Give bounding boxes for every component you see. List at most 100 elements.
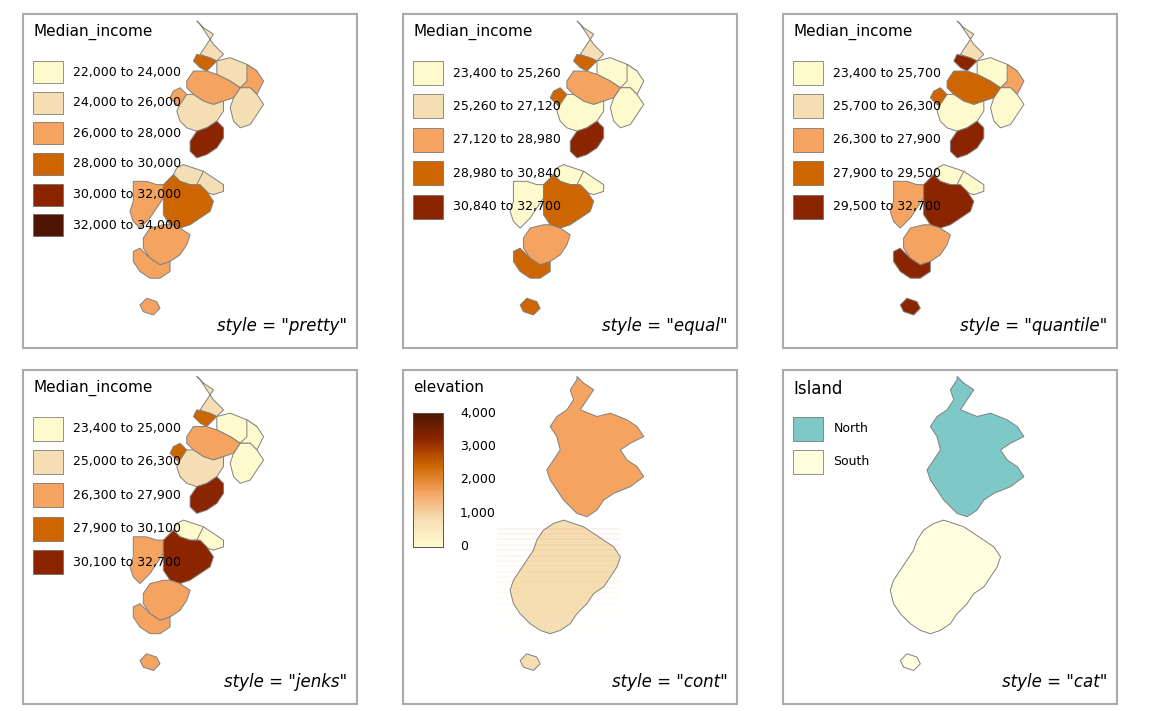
Bar bbox=[414, 482, 444, 484]
Bar bbox=[33, 61, 63, 83]
Bar bbox=[33, 450, 63, 474]
Text: style = "equal": style = "equal" bbox=[601, 317, 727, 335]
Bar bbox=[414, 462, 444, 464]
Bar bbox=[414, 458, 444, 460]
Polygon shape bbox=[197, 376, 223, 417]
Polygon shape bbox=[217, 58, 257, 87]
Polygon shape bbox=[890, 520, 1001, 634]
Bar bbox=[414, 507, 444, 509]
Bar bbox=[414, 413, 444, 415]
Bar bbox=[414, 422, 444, 424]
Text: South: South bbox=[833, 456, 870, 469]
Polygon shape bbox=[134, 248, 170, 278]
Bar bbox=[414, 525, 444, 527]
Polygon shape bbox=[143, 225, 190, 264]
Polygon shape bbox=[164, 530, 213, 584]
Polygon shape bbox=[190, 476, 223, 513]
Bar bbox=[414, 486, 444, 489]
Bar bbox=[414, 540, 444, 542]
Bar bbox=[33, 417, 63, 441]
Bar bbox=[33, 122, 63, 144]
Bar bbox=[414, 456, 444, 458]
Polygon shape bbox=[544, 175, 593, 228]
Polygon shape bbox=[954, 54, 977, 71]
Bar bbox=[414, 489, 444, 491]
Text: style = "pretty": style = "pretty" bbox=[217, 317, 347, 335]
Polygon shape bbox=[1001, 65, 1024, 95]
Polygon shape bbox=[520, 654, 540, 670]
Bar bbox=[794, 417, 824, 441]
Text: 25,260 to 27,120: 25,260 to 27,120 bbox=[453, 100, 561, 113]
Bar bbox=[414, 413, 444, 547]
Polygon shape bbox=[173, 164, 207, 185]
Bar bbox=[414, 545, 444, 547]
Bar bbox=[794, 161, 824, 186]
Polygon shape bbox=[217, 413, 257, 443]
Bar bbox=[414, 440, 444, 442]
Bar bbox=[414, 433, 444, 435]
Polygon shape bbox=[230, 87, 264, 128]
Bar bbox=[414, 542, 444, 545]
Polygon shape bbox=[241, 419, 264, 450]
Text: Median_income: Median_income bbox=[794, 24, 912, 41]
Bar bbox=[414, 511, 444, 513]
Bar bbox=[794, 195, 824, 219]
Text: 23,400 to 25,260: 23,400 to 25,260 bbox=[453, 67, 561, 80]
Text: 28,000 to 30,000: 28,000 to 30,000 bbox=[73, 157, 181, 171]
Bar bbox=[33, 550, 63, 574]
Bar bbox=[414, 460, 444, 462]
Polygon shape bbox=[143, 580, 190, 620]
Bar bbox=[33, 483, 63, 508]
Polygon shape bbox=[931, 87, 950, 111]
Polygon shape bbox=[176, 95, 223, 131]
Bar bbox=[414, 538, 444, 540]
Bar bbox=[414, 493, 444, 496]
Bar bbox=[414, 61, 444, 85]
Bar bbox=[414, 535, 444, 538]
Text: 2,000: 2,000 bbox=[460, 474, 495, 486]
Bar bbox=[794, 128, 824, 152]
Bar bbox=[414, 518, 444, 520]
Text: 22,000 to 24,000: 22,000 to 24,000 bbox=[73, 65, 181, 78]
Bar bbox=[414, 523, 444, 525]
Polygon shape bbox=[894, 248, 931, 278]
Polygon shape bbox=[937, 95, 984, 131]
Polygon shape bbox=[933, 164, 968, 185]
Text: 29,500 to 32,700: 29,500 to 32,700 bbox=[833, 201, 941, 213]
Bar bbox=[33, 214, 63, 236]
Polygon shape bbox=[950, 121, 984, 158]
Text: 25,000 to 26,300: 25,000 to 26,300 bbox=[73, 456, 181, 469]
Bar bbox=[414, 451, 444, 454]
Bar bbox=[414, 480, 444, 482]
Text: Median_income: Median_income bbox=[33, 380, 152, 396]
Text: North: North bbox=[833, 422, 869, 435]
Polygon shape bbox=[553, 164, 588, 185]
Polygon shape bbox=[170, 443, 190, 466]
Polygon shape bbox=[924, 175, 973, 228]
Text: 27,120 to 28,980: 27,120 to 28,980 bbox=[453, 134, 561, 146]
Bar bbox=[414, 515, 444, 518]
Polygon shape bbox=[890, 181, 924, 228]
Text: 0: 0 bbox=[460, 540, 468, 553]
Bar bbox=[414, 442, 444, 444]
Polygon shape bbox=[194, 410, 217, 427]
Bar bbox=[414, 520, 444, 523]
Text: 26,000 to 28,000: 26,000 to 28,000 bbox=[73, 127, 181, 140]
Bar bbox=[414, 529, 444, 531]
Text: 24,000 to 26,000: 24,000 to 26,000 bbox=[73, 96, 181, 109]
Bar bbox=[414, 502, 444, 505]
Bar bbox=[414, 533, 444, 535]
Polygon shape bbox=[139, 654, 160, 670]
Polygon shape bbox=[611, 87, 644, 128]
Bar bbox=[414, 471, 444, 474]
Text: 23,400 to 25,000: 23,400 to 25,000 bbox=[73, 422, 181, 435]
Bar bbox=[414, 496, 444, 498]
Bar bbox=[414, 427, 444, 429]
Bar bbox=[414, 128, 444, 152]
Polygon shape bbox=[977, 58, 1017, 87]
Polygon shape bbox=[197, 527, 223, 550]
Polygon shape bbox=[134, 604, 170, 634]
Polygon shape bbox=[551, 87, 570, 111]
Polygon shape bbox=[903, 225, 950, 264]
Polygon shape bbox=[187, 71, 241, 105]
